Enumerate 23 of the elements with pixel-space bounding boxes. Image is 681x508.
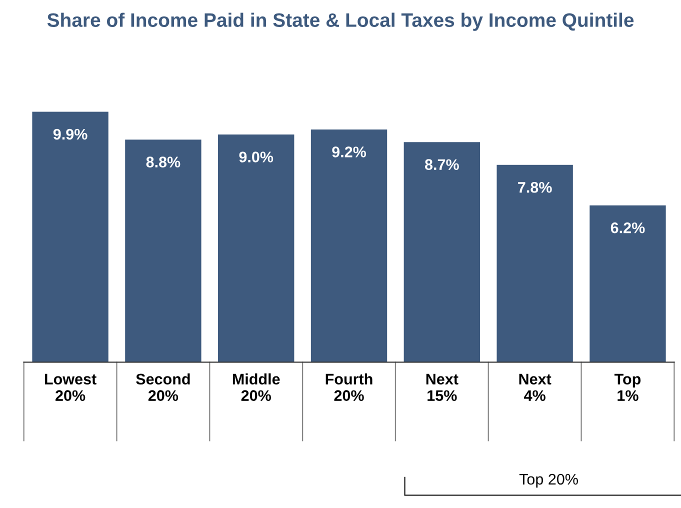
bar — [32, 112, 108, 362]
x-tick-label: Second 20% — [136, 373, 190, 401]
data-label: 9.9% — [53, 128, 88, 140]
data-label: 8.7% — [424, 159, 459, 170]
x-tick-label: Next 15% — [426, 374, 458, 401]
data-label: 9.0% — [239, 152, 274, 162]
x-tick-label: Next 4% — [519, 374, 552, 401]
text: Top 20% — [519, 474, 578, 488]
x-tick-label: Lowest 20% — [45, 374, 96, 401]
data-label: 8.8% — [146, 156, 180, 168]
bar — [590, 205, 666, 362]
x-tick-label: Middle 20% — [232, 373, 280, 401]
data-label: 7.8% — [518, 182, 552, 193]
x-tick-label: Fourth 20% — [326, 373, 372, 401]
x-tick-label: Top 1% — [614, 374, 641, 401]
bar — [310, 129, 388, 362]
bar — [496, 164, 573, 362]
chart-title: Share of Income Paid in State & Local Taxes by Income Quintile — [47, 12, 634, 31]
data-label: 9.2% — [332, 146, 366, 158]
data-label: 6.2% — [610, 222, 645, 234]
bar — [125, 140, 202, 362]
bar — [218, 134, 294, 362]
bar — [404, 142, 480, 362]
